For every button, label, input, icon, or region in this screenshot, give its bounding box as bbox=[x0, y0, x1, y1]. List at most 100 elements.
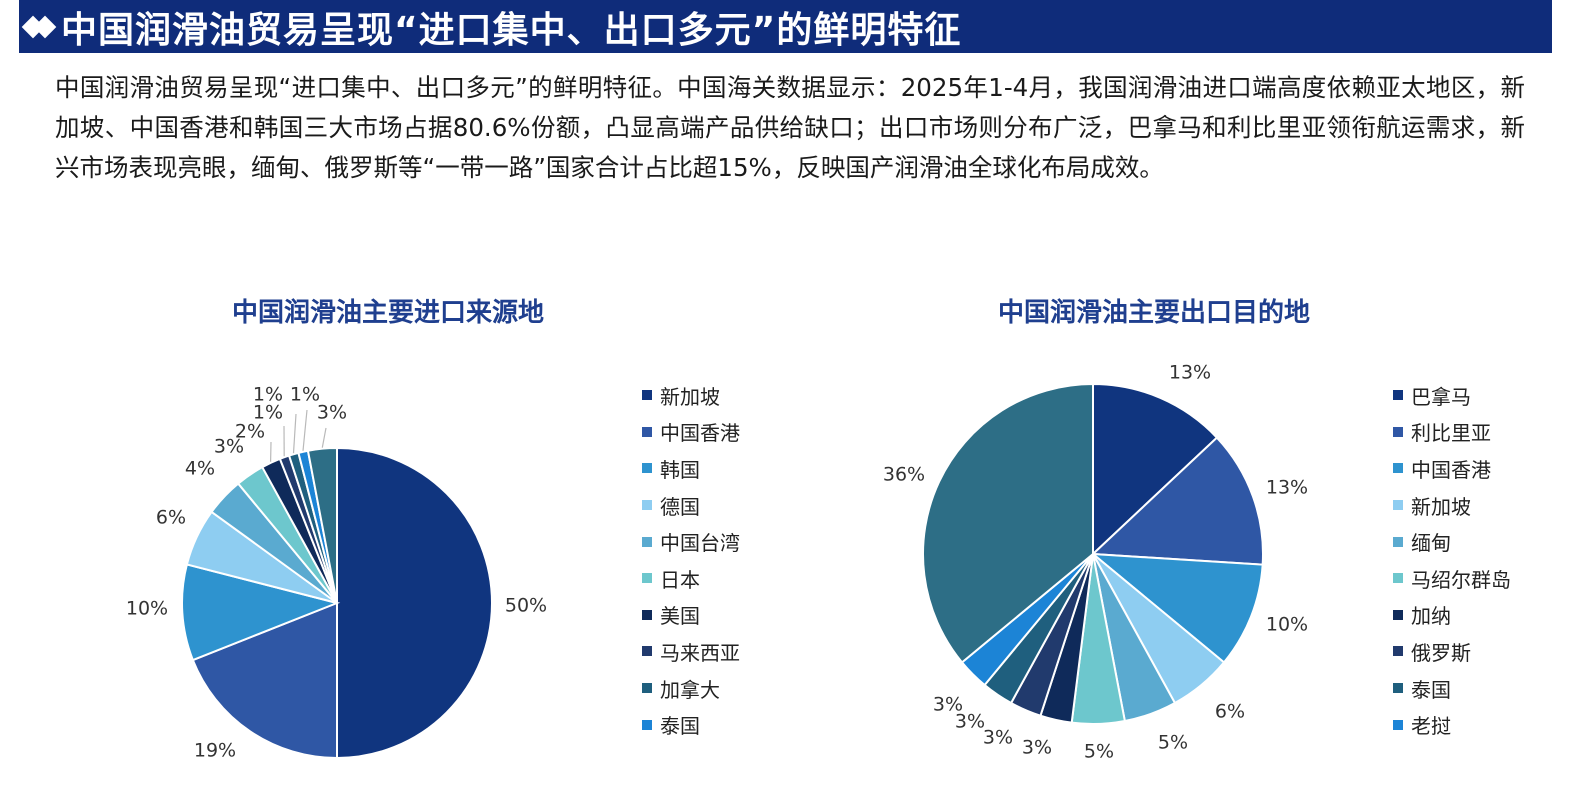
leader-line bbox=[302, 409, 308, 451]
legend-item: 韩国 bbox=[642, 450, 740, 487]
legend-label: 中国香港 bbox=[1411, 457, 1491, 482]
legend-swatch bbox=[642, 573, 652, 584]
legend-item: 泰国 bbox=[642, 706, 740, 743]
legend-item: 美国 bbox=[642, 597, 740, 634]
legend-swatch bbox=[1393, 683, 1403, 694]
data-label: 6% bbox=[156, 507, 186, 529]
pie-slice bbox=[336, 446, 493, 760]
pie-slice bbox=[191, 601, 338, 760]
data-label: 1% bbox=[290, 384, 320, 406]
data-label: 6% bbox=[1215, 701, 1245, 723]
export-chart-title: 中国润滑油主要出口目的地 bbox=[998, 298, 1311, 328]
legend-label: 俄罗斯 bbox=[1411, 640, 1471, 665]
export-legend: 巴拿马利比里亚中国香港新加坡缅甸马绍尔群岛加纳俄罗斯泰国老挝 bbox=[1393, 377, 1511, 743]
legend-swatch bbox=[642, 463, 652, 474]
legend-item: 中国香港 bbox=[642, 414, 740, 451]
data-label: 19% bbox=[194, 740, 236, 762]
legend-swatch bbox=[1393, 390, 1403, 401]
leader-line bbox=[292, 413, 297, 454]
legend-label: 泰国 bbox=[660, 714, 700, 739]
data-label: 3% bbox=[214, 436, 244, 458]
data-label: 3% bbox=[983, 727, 1013, 749]
legend-swatch bbox=[642, 390, 652, 401]
legend-item: 新加坡 bbox=[1393, 487, 1511, 524]
legend-swatch bbox=[642, 500, 652, 511]
legend-swatch bbox=[1393, 609, 1403, 620]
pie-slice bbox=[921, 382, 1094, 664]
legend-item: 马绍尔群岛 bbox=[1393, 560, 1511, 597]
legend-label: 日本 bbox=[660, 567, 700, 592]
legend-swatch bbox=[1393, 426, 1403, 437]
legend-label: 新加坡 bbox=[1411, 494, 1471, 519]
legend-label: 老挝 bbox=[1411, 714, 1451, 739]
data-label: 2% bbox=[235, 421, 265, 443]
legend-swatch bbox=[1393, 536, 1403, 547]
data-label: 4% bbox=[185, 458, 215, 480]
data-label: 13% bbox=[1169, 362, 1211, 384]
data-label: 10% bbox=[1266, 614, 1308, 636]
data-label: 1% bbox=[253, 384, 283, 406]
legend-item: 巴拿马 bbox=[1393, 377, 1511, 414]
legend-item: 老挝 bbox=[1393, 706, 1511, 743]
data-label: 5% bbox=[1084, 741, 1114, 763]
legend-label: 美国 bbox=[660, 604, 700, 629]
legend-item: 日本 bbox=[642, 560, 740, 597]
data-label: 1% bbox=[253, 402, 283, 424]
page-title: 中国润滑油贸易呈现“进口集中、出口多元”的鲜明特征 bbox=[61, 9, 962, 51]
intro-paragraph: 中国润滑油贸易呈现“进口集中、出口多元”的鲜明特征。中国海关数据显示：2025年… bbox=[55, 73, 1525, 182]
legend-label: 马绍尔群岛 bbox=[1411, 567, 1511, 592]
legend-swatch bbox=[1393, 719, 1403, 730]
data-label: 10% bbox=[126, 598, 168, 620]
pie-slice bbox=[1090, 436, 1264, 566]
legend-label: 马来西亚 bbox=[660, 640, 740, 665]
legend-item: 加纳 bbox=[1393, 597, 1511, 634]
legend-item: 马来西亚 bbox=[642, 633, 740, 670]
legend-label: 缅甸 bbox=[1411, 531, 1451, 556]
legend-item: 中国台湾 bbox=[642, 523, 740, 560]
legend-swatch bbox=[1393, 463, 1403, 474]
legend-swatch bbox=[642, 426, 652, 437]
legend-swatch bbox=[642, 609, 652, 620]
legend-item: 缅甸 bbox=[1393, 523, 1511, 560]
legend-item: 加拿大 bbox=[642, 670, 740, 707]
legend-swatch bbox=[642, 719, 652, 730]
data-label: 3% bbox=[317, 402, 347, 424]
legend-label: 韩国 bbox=[660, 457, 700, 482]
legend-label: 中国香港 bbox=[660, 421, 740, 446]
legend-label: 德国 bbox=[660, 494, 700, 519]
import-legend: 新加坡中国香港韩国德国中国台湾日本美国马来西亚加拿大泰国 bbox=[642, 377, 740, 743]
data-label: 3% bbox=[1022, 737, 1052, 759]
legend-swatch bbox=[642, 536, 652, 547]
data-label: 13% bbox=[1266, 477, 1308, 499]
legend-item: 俄罗斯 bbox=[1393, 633, 1511, 670]
legend-swatch bbox=[642, 683, 652, 694]
legend-item: 中国香港 bbox=[1393, 450, 1511, 487]
legend-label: 巴拿马 bbox=[1411, 384, 1471, 409]
legend-swatch bbox=[1393, 500, 1403, 511]
legend-item: 泰国 bbox=[1393, 670, 1511, 707]
legend-swatch bbox=[642, 646, 652, 657]
page-header: 中国润滑油贸易呈现“进口集中、出口多元”的鲜明特征 bbox=[19, 0, 1552, 53]
legend-swatch bbox=[1393, 646, 1403, 657]
legend-swatch bbox=[1393, 573, 1403, 584]
data-label: 3% bbox=[933, 694, 963, 716]
data-label: 3% bbox=[955, 711, 985, 733]
legend-label: 泰国 bbox=[1411, 677, 1451, 702]
pie-slice bbox=[306, 446, 338, 604]
legend-label: 新加坡 bbox=[660, 384, 720, 409]
import-chart-title: 中国润滑油主要进口来源地 bbox=[232, 298, 545, 328]
legend-label: 利比里亚 bbox=[1411, 421, 1491, 446]
legend-item: 利比里亚 bbox=[1393, 414, 1511, 451]
legend-label: 中国台湾 bbox=[660, 531, 740, 556]
legend-item: 新加坡 bbox=[642, 377, 740, 414]
pie-slice bbox=[180, 563, 341, 662]
data-label: 50% bbox=[505, 595, 547, 617]
data-label: 36% bbox=[883, 464, 925, 486]
leader-line bbox=[321, 427, 327, 448]
legend-label: 加拿大 bbox=[660, 677, 720, 702]
data-label: 5% bbox=[1158, 732, 1188, 754]
pie-slice bbox=[1089, 552, 1264, 664]
pie-slice bbox=[1092, 382, 1219, 557]
